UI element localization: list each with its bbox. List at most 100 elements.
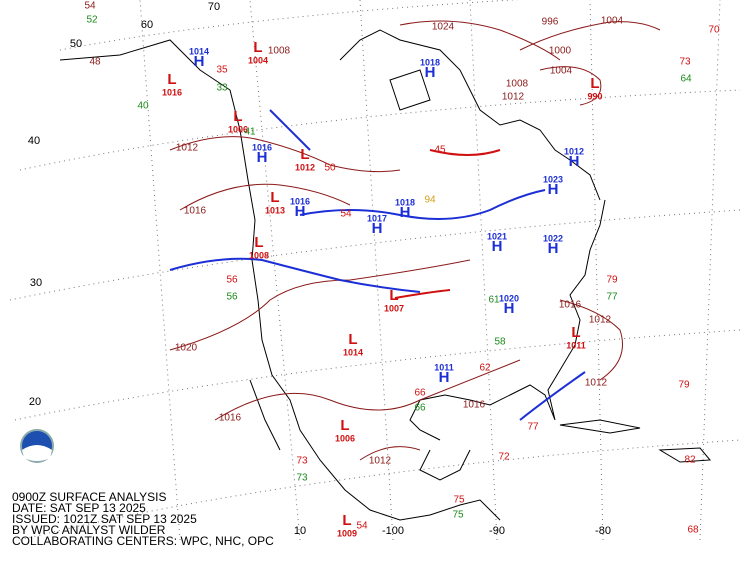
isobar-label: 1004 xyxy=(601,16,624,27)
pressure-value: 1009 xyxy=(337,528,357,538)
pressure-symbol: L xyxy=(571,324,580,341)
station-value: 56 xyxy=(226,275,238,286)
pressure-value: 1023 xyxy=(543,174,563,184)
isobar-label: 1016 xyxy=(559,300,582,311)
isobar-label: 1004 xyxy=(550,66,573,77)
station-value: 66 xyxy=(414,403,426,414)
station-value: 79 xyxy=(678,380,690,391)
graticule xyxy=(9,0,741,541)
pressure-value: 990 xyxy=(587,91,602,101)
station-value: 62 xyxy=(479,363,491,374)
longitude-label: -90 xyxy=(489,525,505,537)
pressure-value: 1018 xyxy=(395,197,415,207)
pressure-symbol: H xyxy=(425,64,436,81)
isobar-label: 1012 xyxy=(176,143,199,154)
pressure-value: 1006 xyxy=(228,124,248,134)
station-value: 56 xyxy=(226,292,238,303)
pressure-value: 1016 xyxy=(252,142,272,152)
station-value: 35 xyxy=(216,65,228,76)
station-value: 70 xyxy=(708,25,720,36)
pressure-symbol: L xyxy=(167,71,176,88)
pressure-value: 1014 xyxy=(343,347,363,357)
pressure-symbol: H xyxy=(194,53,205,70)
isobar-label: 1008 xyxy=(506,79,529,90)
latitude-label: 50 xyxy=(70,38,82,50)
pressure-symbol: L xyxy=(340,417,349,434)
isobar-label: 1016 xyxy=(463,400,486,411)
pressure-symbol: L xyxy=(590,75,599,92)
pressure-symbol: H xyxy=(492,238,503,255)
pressure-symbol: L xyxy=(253,39,262,56)
station-value: 58 xyxy=(494,337,506,348)
isobar-label: 1024 xyxy=(432,22,455,33)
isobar-label: 1012 xyxy=(369,456,392,467)
isobar-label: 1000 xyxy=(549,46,572,57)
pressure-symbol: L xyxy=(348,331,357,348)
pressure-value: 1008 xyxy=(249,250,269,260)
caption-line: BY WPC ANALYST WILDER xyxy=(12,523,166,537)
station-value: 61 xyxy=(488,295,500,306)
pressure-value: 1013 xyxy=(265,205,285,215)
station-value: 73 xyxy=(296,473,308,484)
latitude-label: 30 xyxy=(30,277,42,289)
pressure-value: 1007 xyxy=(384,303,404,313)
station-value: 33 xyxy=(216,83,228,94)
fronts xyxy=(169,109,586,421)
pressure-value: 1020 xyxy=(499,293,519,303)
pressure-value: 1021 xyxy=(487,231,507,241)
longitude-label: -100 xyxy=(382,525,404,537)
isobar-label: 1012 xyxy=(585,378,608,389)
pressure-value: 1022 xyxy=(543,233,563,243)
noaa-logo xyxy=(20,429,54,463)
isobar-label: 1016 xyxy=(184,206,207,217)
station-value: 73 xyxy=(679,57,691,68)
pressure-value: 1016 xyxy=(290,196,310,206)
longitude-label: -80 xyxy=(595,525,611,537)
isobar-label: 1012 xyxy=(589,315,612,326)
pressure-symbol: H xyxy=(295,203,306,220)
pressure-symbol: L xyxy=(233,108,242,125)
caption-line: DATE: SAT SEP 13 2025 xyxy=(12,501,146,515)
station-value: 48 xyxy=(89,57,101,68)
station-value: 52 xyxy=(86,15,98,26)
station-value: 73 xyxy=(296,456,308,467)
station-value: 54 xyxy=(356,521,368,532)
pressure-symbol: L xyxy=(300,146,309,163)
isobar-label: 1008 xyxy=(268,46,291,57)
coastlines xyxy=(59,29,712,521)
pressure-value: 1017 xyxy=(367,213,387,223)
pressure-symbol: L xyxy=(389,287,398,304)
station-value: 54 xyxy=(84,1,96,12)
isobar-label: 1020 xyxy=(175,343,198,354)
isobar-label: 1016 xyxy=(219,413,242,424)
pressure-symbol: H xyxy=(439,369,450,386)
station-value: 50 xyxy=(324,163,336,174)
pressure-symbol: L xyxy=(342,512,351,529)
isobar-label: 1012 xyxy=(502,92,525,103)
latitude-label: 60 xyxy=(141,19,153,31)
pressure-symbol: H xyxy=(504,300,515,317)
latitude-label: 70 xyxy=(208,1,220,13)
station-value: 75 xyxy=(452,510,464,521)
pressure-value: 1004 xyxy=(248,55,268,65)
pressure-value: 1011 xyxy=(434,362,454,372)
pressure-symbol: H xyxy=(372,220,383,237)
station-value: 77 xyxy=(527,422,539,433)
pressure-value: 1012 xyxy=(295,162,315,172)
pressure-symbol: L xyxy=(254,234,263,251)
latitude-label: 40 xyxy=(28,135,40,147)
station-value: 64 xyxy=(680,74,692,85)
station-value: 40 xyxy=(137,101,149,112)
caption: 0900Z SURFACE ANALYSIS DATE: SAT SEP 13 … xyxy=(12,490,274,548)
station-value: 68 xyxy=(687,525,699,536)
pressure-value: 1011 xyxy=(566,340,586,350)
pressure-value: 1018 xyxy=(420,57,440,67)
caption-line: 0900Z SURFACE ANALYSIS xyxy=(12,490,167,504)
pressure-symbol: H xyxy=(569,153,580,170)
caption-line: ISSUED: 1021Z SAT SEP 13 2025 xyxy=(12,512,197,526)
pressure-value: 1012 xyxy=(564,146,584,156)
caption-line: COLLABORATING CENTERS: WPC, NHC, OPC xyxy=(12,534,274,548)
station-value: 45 xyxy=(434,145,446,156)
